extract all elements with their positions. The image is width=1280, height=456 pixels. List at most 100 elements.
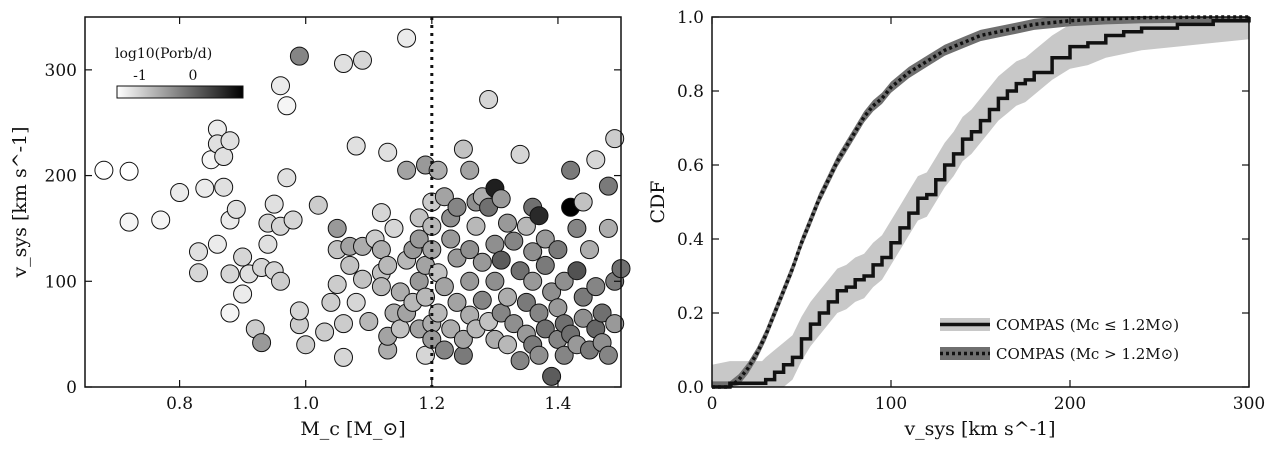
scatter-point xyxy=(277,96,297,116)
scatter-point xyxy=(371,203,391,223)
scatter-point xyxy=(334,54,353,73)
cdf-bands xyxy=(712,17,1249,387)
scatter-point xyxy=(390,319,410,339)
scatter-point xyxy=(258,234,278,254)
scatter-point xyxy=(529,206,549,226)
x-tick-label: 1.4 xyxy=(544,394,571,414)
scatter-point xyxy=(378,255,398,275)
scatter-point xyxy=(371,277,391,297)
scatter-point xyxy=(353,50,372,70)
x-tick-label: 0.8 xyxy=(166,394,193,414)
y-tick-label: 100 xyxy=(45,272,77,292)
scatter-point xyxy=(334,314,353,334)
y-tick-label: 300 xyxy=(45,61,77,81)
scatter-point xyxy=(453,329,473,349)
scatter-point xyxy=(233,247,253,267)
scatter-point xyxy=(479,90,499,109)
cdf-ticks: 0 100 200 300 0.0 0.2 0.4 0.6 0.8 1.0 xyxy=(677,8,1265,414)
scatter-point xyxy=(441,319,461,339)
y-tick-label: 0.8 xyxy=(677,82,704,102)
scatter-point xyxy=(491,189,511,209)
scatter-point xyxy=(283,210,303,230)
scatter-point xyxy=(542,366,562,386)
y-tick-label: 0.2 xyxy=(677,304,704,324)
scatter-point xyxy=(510,261,530,281)
scatter-point xyxy=(498,213,517,233)
scatter-point xyxy=(189,242,208,262)
scatter-point xyxy=(485,271,505,291)
scatter-point xyxy=(220,131,240,151)
colorbar-tick-label-0: -1 xyxy=(133,68,147,84)
scatter-point xyxy=(573,287,593,307)
y-tick-label: 0.6 xyxy=(677,156,704,176)
scatter-point xyxy=(573,192,593,212)
scatter-point xyxy=(472,252,492,272)
scatter-point xyxy=(226,199,246,219)
scatter-point xyxy=(586,150,606,170)
scatter-point xyxy=(378,142,398,162)
scatter-point xyxy=(308,195,328,215)
colorbar: log10(Porb/d) -1 0 xyxy=(115,46,244,99)
scatter-point xyxy=(498,335,517,355)
scatter-point xyxy=(189,263,208,283)
colorbar-tick-label-1: 0 xyxy=(189,68,198,84)
scatter-xlabel: M_c [M_⊙] xyxy=(300,418,405,440)
scatter-point xyxy=(516,216,536,236)
scatter-point xyxy=(491,250,511,270)
scatter-point xyxy=(529,345,549,365)
y-tick-label: 0.4 xyxy=(677,230,704,250)
scatter-ticks: 0.8 1.0 1.2 1.4 0 100 200 300 xyxy=(45,17,621,414)
scatter-point xyxy=(334,347,353,367)
scatter-point xyxy=(460,160,480,180)
scatter-point xyxy=(434,187,454,207)
scatter-point xyxy=(580,240,599,260)
scatter-point xyxy=(554,345,574,365)
cdf-band-1 xyxy=(712,17,1249,387)
cdf-line-0 xyxy=(712,17,1251,389)
scatter-point xyxy=(416,287,435,307)
scatter-point xyxy=(605,314,625,334)
scatter-point xyxy=(346,136,366,156)
scatter-point xyxy=(561,160,581,180)
scatter-point xyxy=(535,319,555,339)
scatter-point xyxy=(523,242,543,262)
scatter-point xyxy=(264,194,284,214)
y-tick-label: 1.0 xyxy=(677,8,704,28)
scatter-point xyxy=(233,284,253,304)
scatter-point xyxy=(460,240,480,260)
scatter-point xyxy=(289,46,309,66)
legend-label-1: COMPAS (Mc > 1.2M⊙) xyxy=(996,345,1179,363)
scatter-point xyxy=(548,240,568,260)
scatter-point xyxy=(151,210,171,230)
scatter-point xyxy=(466,216,486,236)
colorbar-label: log10(Porb/d) xyxy=(115,46,212,62)
scatter-point xyxy=(214,177,234,197)
scatter-point xyxy=(510,351,530,371)
scatter-point xyxy=(195,178,215,198)
y-tick-label: 0.0 xyxy=(677,378,704,398)
scatter-point xyxy=(428,303,448,323)
scatter-point xyxy=(447,292,467,312)
scatter-point xyxy=(119,212,139,232)
scatter-point xyxy=(271,271,290,291)
scatter-points xyxy=(94,28,631,386)
scatter-point xyxy=(359,312,379,331)
scatter-point xyxy=(327,275,347,294)
scatter-point xyxy=(409,229,429,249)
scatter-point xyxy=(170,183,190,202)
scatter-point xyxy=(535,229,555,249)
scatter-point xyxy=(529,303,549,323)
scatter-point xyxy=(598,176,618,196)
cdf-panel: 0 100 200 300 0.0 0.2 0.4 0.6 0.8 1.0 COMPAS (Mc … xyxy=(647,8,1265,440)
scatter-point xyxy=(586,277,606,297)
scatter-point xyxy=(453,345,473,365)
cdf-frame xyxy=(711,16,1250,388)
scatter-point xyxy=(523,271,543,291)
scatter-panel: 0.8 1.0 1.2 1.4 0 100 200 300 log10(Porb/d) -1 … xyxy=(9,16,631,440)
y-tick-label: 200 xyxy=(45,167,77,187)
colorbar-gradient xyxy=(116,85,244,99)
legend-label-0: COMPAS (Mc ≤ 1.2M⊙) xyxy=(996,316,1179,334)
scatter-point xyxy=(207,234,227,254)
cdf-ylabel: CDF xyxy=(647,181,669,224)
